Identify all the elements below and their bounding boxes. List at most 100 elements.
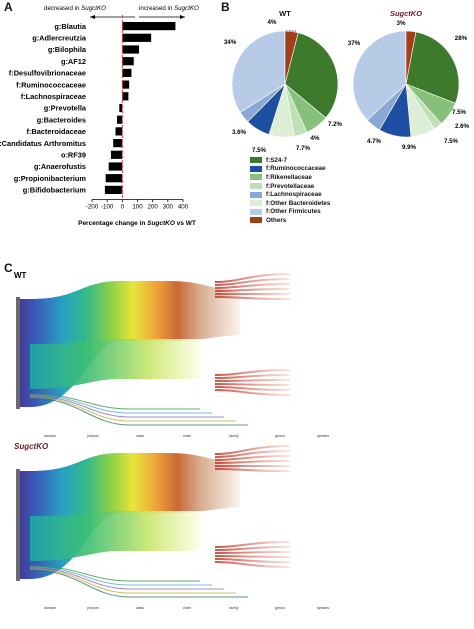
pie-value-label: 9.9% <box>402 144 417 151</box>
legend-swatch <box>250 191 262 198</box>
pie-slice <box>352 30 407 121</box>
sankey-genus-flow <box>215 383 290 386</box>
bar <box>113 139 123 148</box>
legend-label: f:Ruminococcaceae <box>266 165 326 173</box>
pie-value-label: 3.6% <box>232 129 247 136</box>
bar-category-label: g:Blautia <box>54 22 87 31</box>
bar <box>122 92 129 101</box>
sankey-domain-node <box>16 469 20 581</box>
sankey-bacteroidetes-flow <box>30 511 200 561</box>
sankey-minor-flow <box>29 396 236 422</box>
x-tick-label: 100 <box>132 204 143 211</box>
sankey-axis-label: genus <box>275 434 285 438</box>
pie-value-label: 7.5% <box>452 109 467 116</box>
sankey-genus-flow <box>215 558 290 563</box>
annotation-increased: increased in SugctKO <box>139 5 199 12</box>
sankey-title-sugctko: SugctKO <box>14 442 49 451</box>
panel-label-b: B <box>221 0 230 14</box>
sankey-genus-flow <box>215 541 290 548</box>
sankey-genus-flow <box>215 465 290 467</box>
sankey-genus-flow <box>215 460 290 464</box>
sankey-title-wt: WT <box>14 271 27 280</box>
pie-value-label: 4% <box>311 135 320 142</box>
pie-value-label: 34% <box>224 39 237 46</box>
x-tick-label: 400 <box>178 204 189 211</box>
sankey-axis-label: domain <box>44 606 56 610</box>
x-tick-label: -100 <box>101 204 114 211</box>
pie-value-label: 28% <box>455 35 468 42</box>
bar-category-label: g:Prevotella <box>44 104 87 113</box>
legend-label: f:Other Firmicutes <box>266 208 321 216</box>
sankey-genus-flow <box>215 293 290 295</box>
sankey-axis-label: domain <box>44 434 56 438</box>
sankey-minor-flow <box>29 393 200 410</box>
legend-item: f:Ruminococcaceae <box>250 165 390 174</box>
pie-value-label: 37% <box>348 40 361 47</box>
bar <box>122 80 130 89</box>
sankey-diagrams: WT SugctKO domain phylum class order family g… <box>14 271 329 610</box>
sankey-bacteroidetes-flow <box>30 339 200 389</box>
annotation-decreased: decreased in SugctKO <box>44 5 106 12</box>
sankey-genus-flow <box>215 273 290 283</box>
bar <box>122 68 132 77</box>
pie-title: WT <box>279 9 291 18</box>
legend-label: f:Prevotellaceae <box>266 182 315 190</box>
bar-category-label: g:Adlercreutzia <box>32 34 87 43</box>
legend-label: f:Other Bacteroidetes <box>266 199 331 207</box>
legend-item: f:S24-7 <box>250 156 390 165</box>
sankey-genus-flow <box>215 288 290 292</box>
x-tick-label: 200 <box>148 204 159 211</box>
sankey-axis-label: class <box>136 606 144 610</box>
sankey-genus-flow <box>215 455 290 461</box>
sankey-axis-label: genus <box>275 606 285 610</box>
sankey-genus-flow <box>215 445 290 455</box>
sankey-wt: domain phylum class order family genus species <box>16 273 329 438</box>
pie-slice <box>231 30 286 113</box>
bar-category-label: f:Desulfovibrionaceae <box>9 69 86 78</box>
sankey-genus-flow <box>215 468 290 472</box>
sankey-axis-label: order <box>183 606 192 610</box>
sankey-genus-flow <box>215 450 290 458</box>
panel-label-a: A <box>4 0 13 14</box>
sankey-genus-flow <box>215 369 290 376</box>
bar <box>122 22 176 31</box>
pie-title: SugctKO <box>390 9 422 18</box>
legend-swatch <box>250 174 262 181</box>
bar-category-label: f:Ruminococcaceae <box>16 80 86 89</box>
sankey-sugctko: domain phylum class order family genus species <box>16 445 329 610</box>
sankey-genus-flow <box>215 296 290 300</box>
pie-slice <box>284 32 339 119</box>
bar-x-axis-label: Percentage change in SugctKO vs WT <box>78 220 196 227</box>
legend-item: f:Other Firmicutes <box>250 208 390 217</box>
bar-category-label: o:RF39 <box>61 151 86 160</box>
legend-label: Others <box>266 216 287 224</box>
bar-category-label: g:Bacteroides <box>37 115 86 124</box>
legend-swatch <box>250 165 262 172</box>
arrow-right-head <box>180 15 185 19</box>
legend-label: f:S24-7 <box>266 156 287 164</box>
pie-value-label: 3% <box>397 20 406 27</box>
sankey-axis-label: family <box>229 434 239 438</box>
bar <box>105 174 123 183</box>
sankey-axis-label: species <box>317 606 329 610</box>
bar-category-label: g:Bilophila <box>48 45 87 54</box>
bar-annotation-group: decreased in SugctKO increased in SugctK… <box>44 5 199 19</box>
pie-value-label: 7.5% <box>444 138 459 145</box>
x-tick-label: -200 <box>86 204 99 211</box>
legend-item: f:Other Bacteroidetes <box>250 199 390 208</box>
legend-swatch <box>250 200 262 207</box>
legend-swatch <box>250 208 262 215</box>
sankey-axis-label: species <box>317 434 329 438</box>
legend-swatch <box>250 157 262 164</box>
sankey-axis-label: order <box>183 434 192 438</box>
pie-value-label: 4% <box>268 19 277 26</box>
sankey-genus-flow <box>215 379 290 382</box>
pie-value-label: 7.5% <box>252 147 267 154</box>
pie-slice <box>405 30 417 85</box>
bar-category-label: g:Anaerofustis <box>34 162 86 171</box>
bar <box>110 150 123 159</box>
bar <box>104 185 123 194</box>
sankey-minor-flow <box>29 395 224 418</box>
legend-label: f:Lachnospiraceae <box>266 191 322 199</box>
pie-chart-sugctko: SugctKO 28% 7.5% 2.6% 7.5% 9.9% 4.7% 37% 3% <box>348 9 470 151</box>
